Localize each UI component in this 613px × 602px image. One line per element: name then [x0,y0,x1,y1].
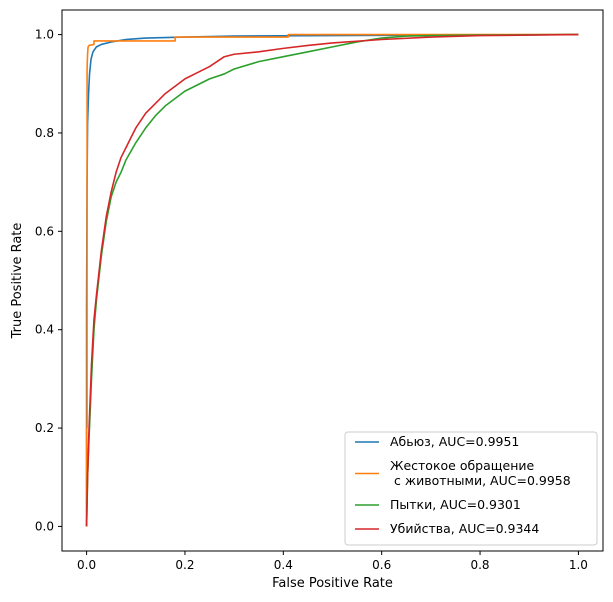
x-tick-label: 0.0 [77,558,96,572]
y-tick-label: 0.2 [35,421,54,435]
legend-label-1: Абьюз, AUC=0.9951 [390,434,519,449]
legend-label-4: Убийства, AUC=0.9344 [390,521,539,536]
y-tick-label: 0.4 [35,323,54,337]
legend-box [344,431,598,546]
x-axis-label: False Positive Rate [272,576,393,591]
y-tick-label: 0.0 [35,519,54,533]
legend-label-3: Пытки, AUC=0.9301 [390,497,521,512]
x-tick-label: 0.2 [175,558,194,572]
y-tick-label: 0.8 [35,126,54,140]
legend: Абьюз, AUC=0.9951 Жестокое обращение с жи… [344,431,598,546]
plot-frame [61,9,604,552]
series-layer [85,33,579,527]
legend-label-2: Жестокое обращение с животными, AUC=0.99… [390,458,571,488]
x-tick-label: 1.0 [569,558,588,572]
series-line-4 [85,33,579,527]
x-tick-label: 0.4 [274,558,293,572]
x-tick-label: 0.6 [372,558,391,572]
y-tick-label: 0.6 [35,224,54,238]
x-tick-label: 0.8 [470,558,489,572]
x-axis: 0.0 0.2 0.4 0.6 0.8 1.0 [77,551,588,572]
series-line-2 [85,33,579,527]
y-tick-label: 1.0 [35,28,54,42]
y-axis: 0.0 0.2 0.4 0.6 0.8 1.0 [35,28,62,533]
y-axis-label: True Positive Rate [10,223,25,340]
